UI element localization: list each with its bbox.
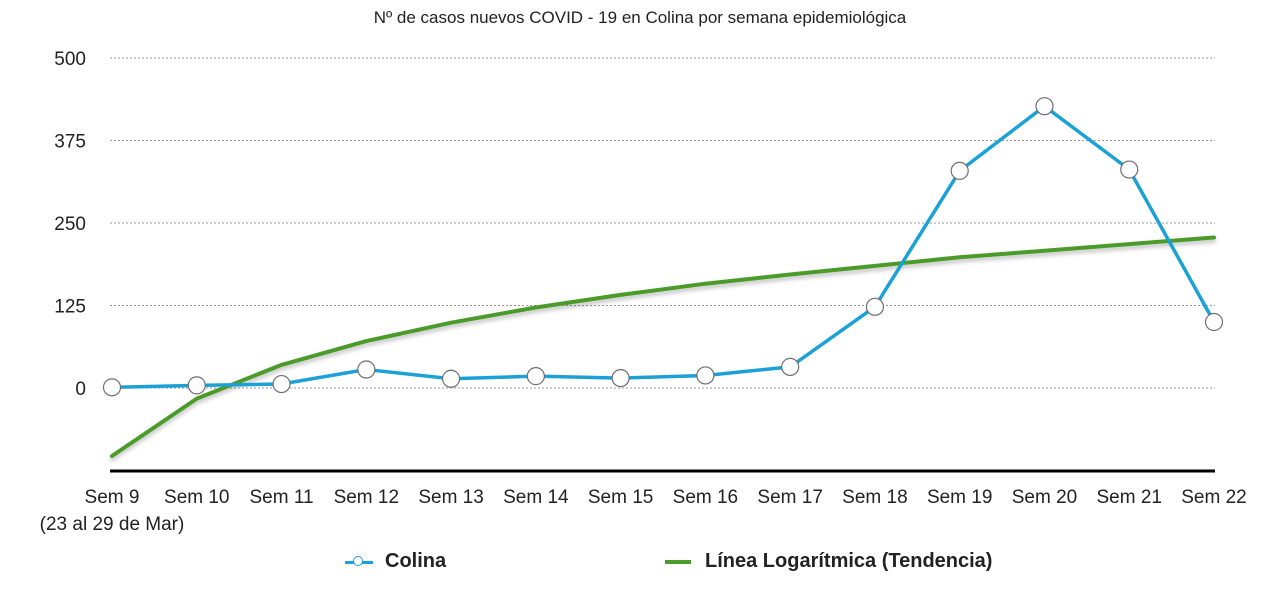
x-tick-label: Sem 15 xyxy=(588,487,653,508)
x-tick-label: Sem 12 xyxy=(334,487,399,508)
series-line-tendencia xyxy=(110,235,1216,458)
legend-line-icon xyxy=(665,559,691,564)
y-tick-label: 500 xyxy=(54,49,86,70)
x-axis-tick-labels: Sem 9 Sem 10 Sem 11 Sem 12 Sem 13 Sem 14 Sem 1… xyxy=(40,487,1247,535)
x-tick-label: Sem 13 xyxy=(418,487,483,508)
x-tick-note: (23 al 29 de Mar) xyxy=(40,514,185,535)
x-tick-label: Sem 17 xyxy=(757,487,822,508)
legend-label-colina: Colina xyxy=(385,550,447,572)
x-tick-label: Sem 20 xyxy=(1012,487,1077,508)
data-point-colina xyxy=(441,369,461,388)
data-point-colina xyxy=(1035,97,1054,116)
y-tick-label: 125 xyxy=(54,297,86,318)
data-point-colina xyxy=(781,357,800,376)
data-point-colina xyxy=(102,378,122,397)
data-point-colina xyxy=(1120,160,1139,179)
x-tick-label: Sem 14 xyxy=(503,487,569,508)
y-tick-label: 250 xyxy=(54,214,86,235)
data-point-colina xyxy=(696,366,715,385)
y-axis-tick-labels: 500 375 250 125 0 xyxy=(54,49,86,400)
data-point-colina xyxy=(865,297,885,316)
legend-circle-marker-icon xyxy=(345,555,375,569)
x-tick-label: Sem 22 xyxy=(1181,487,1246,508)
x-tick-label: Sem 16 xyxy=(673,487,738,508)
grid-lines xyxy=(110,57,1215,389)
x-tick-label: Sem 19 xyxy=(927,487,992,508)
y-tick-label: 0 xyxy=(75,379,86,400)
x-tick-label: Sem 10 xyxy=(164,487,229,508)
legend-item-colina: Colina xyxy=(345,550,446,573)
data-point-colina xyxy=(272,374,291,394)
y-tick-label: 375 xyxy=(54,132,86,153)
chart-title: Nº de casos nuevos COVID - 19 en Colina … xyxy=(373,8,907,27)
data-point-colina xyxy=(1204,312,1224,332)
x-tick-label: Sem 11 xyxy=(249,487,313,508)
legend-label-tendencia: Línea Logarítmica (Tendencia) xyxy=(705,550,993,572)
data-point-colina xyxy=(950,161,969,180)
data-point-colina xyxy=(611,369,630,388)
series-line-colina xyxy=(111,104,1216,390)
data-point-colina xyxy=(187,376,206,395)
data-point-colina xyxy=(357,360,376,379)
data-point-colina xyxy=(526,367,545,386)
x-tick-label: Sem 21 xyxy=(1096,487,1161,508)
series-layer xyxy=(102,97,1224,458)
legend-item-tendencia: Línea Logarítmica (Tendencia) xyxy=(665,550,992,573)
x-tick-label: Sem 18 xyxy=(842,487,907,508)
x-tick-label: Sem 9 xyxy=(85,487,140,508)
